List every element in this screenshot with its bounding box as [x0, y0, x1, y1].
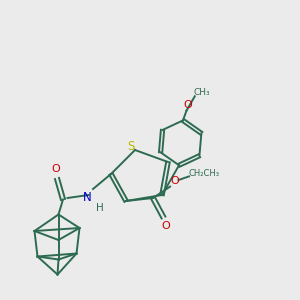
Text: CH₃: CH₃ — [194, 88, 211, 97]
Text: S: S — [128, 140, 135, 153]
Text: O: O — [170, 176, 179, 186]
Text: O: O — [161, 221, 170, 231]
Text: N: N — [82, 191, 91, 204]
Text: H: H — [96, 202, 104, 213]
Text: CH₂CH₃: CH₂CH₃ — [188, 169, 220, 178]
Text: O: O — [184, 100, 192, 110]
Text: O: O — [51, 164, 60, 175]
